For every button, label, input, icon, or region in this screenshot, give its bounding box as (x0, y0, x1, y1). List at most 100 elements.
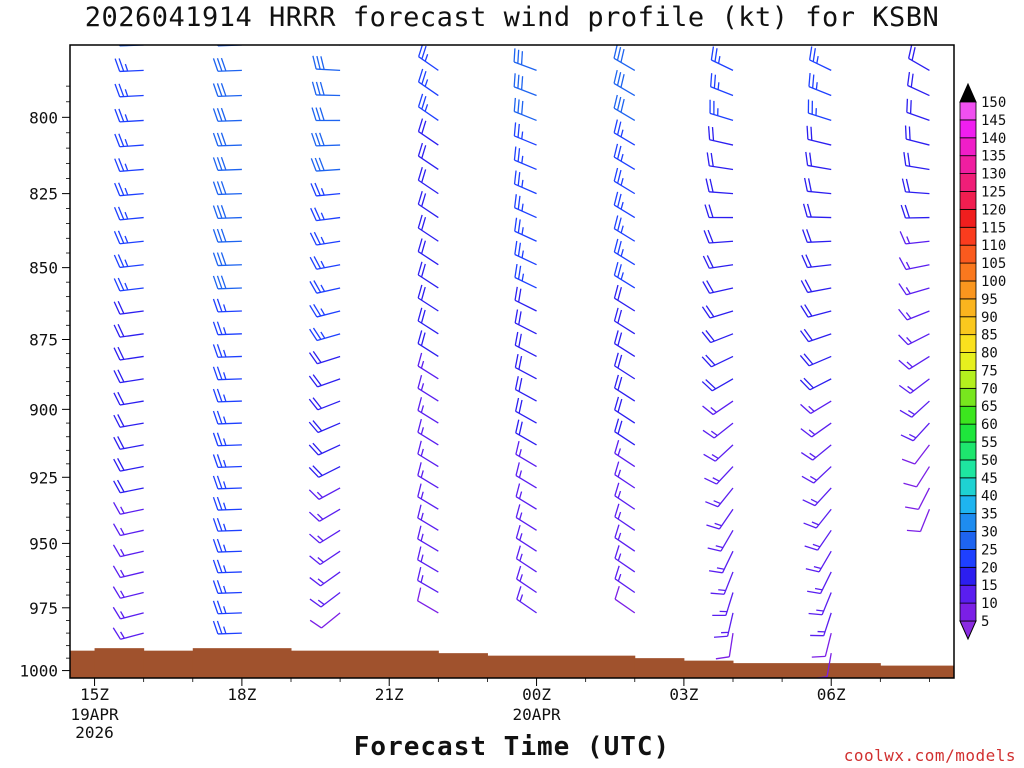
barb-flag (312, 442, 323, 454)
barb-flag (421, 45, 427, 60)
barb-half-flag (120, 506, 125, 514)
barb-flag (117, 300, 125, 314)
barb-flag (118, 45, 121, 47)
barb-flag (515, 483, 521, 497)
barb-flag (317, 30, 320, 43)
barb-flag (308, 421, 319, 433)
barb-flag (212, 132, 219, 147)
wind-barb (702, 280, 734, 294)
barb-staff (119, 216, 144, 221)
colorbar-label: 145 (981, 113, 1006, 129)
barb-flag (613, 261, 619, 276)
barb-flag (614, 440, 620, 454)
wind-barb (808, 72, 832, 97)
wind-barb (702, 422, 734, 439)
barb-half-flag (521, 227, 524, 235)
barb-flag (318, 157, 325, 171)
barb-flag (910, 18, 914, 31)
wind-barb (309, 612, 341, 629)
barb-flag (808, 72, 811, 87)
wind-barb (516, 565, 537, 594)
barb-half-flag (223, 438, 227, 446)
barb-half-flag (424, 54, 429, 62)
barb-flag (803, 177, 808, 192)
barb-flag (617, 332, 623, 346)
wind-barb (212, 298, 242, 313)
barb-half-flag (223, 349, 227, 358)
wind-barb (114, 133, 144, 148)
barb-half-flag (812, 543, 821, 548)
barb-staff (826, 653, 832, 677)
wind-barb (807, 571, 832, 595)
barb-flag (113, 230, 121, 244)
barb-flag (116, 479, 125, 493)
barb-flag (620, 98, 625, 113)
barb-staff (812, 444, 832, 461)
wind-barb (112, 586, 144, 599)
wind-barb (514, 309, 537, 335)
barb-flag (701, 331, 712, 343)
wind-barb (613, 307, 636, 335)
chart-title: 2026041914 HRRR forecast wind profile (k… (84, 2, 940, 33)
barb-flag (417, 330, 423, 344)
barb-flag (517, 219, 521, 233)
wind-barb (310, 157, 341, 172)
wind-barb (114, 58, 144, 73)
wind-barb (112, 565, 144, 579)
barb-flag (113, 324, 121, 338)
barb-flag (417, 118, 424, 132)
barb-flag (706, 280, 715, 293)
wind-barb (308, 420, 341, 434)
colorbar-swatch (959, 352, 977, 371)
terrain-segment (438, 653, 488, 678)
barb-half-flag (124, 259, 129, 267)
barb-half-flag (814, 587, 823, 591)
barb-flag (216, 108, 223, 122)
barb-flag (212, 58, 219, 72)
barb-staff (914, 444, 930, 465)
colorbar-label: 15 (981, 578, 998, 594)
colorbar-swatch (959, 405, 977, 425)
barb-flag (309, 256, 318, 270)
barb-staff (217, 119, 242, 122)
barb-flag (314, 157, 321, 172)
barb-flag (118, 182, 125, 196)
wind-barb (310, 207, 341, 222)
barb-flag (113, 207, 121, 221)
barb-flag (114, 158, 121, 172)
wind-barb (903, 152, 930, 171)
barb-flag (308, 444, 319, 456)
barb-flag (117, 324, 125, 337)
barb-staff (613, 180, 636, 195)
barb-flag (516, 565, 522, 580)
colorbar-swatch (959, 191, 977, 210)
barb-flag (515, 419, 520, 434)
barb-flag (702, 281, 711, 294)
wind-barb (417, 418, 439, 446)
barb-flag (310, 207, 317, 221)
wind-barb (417, 397, 439, 424)
barb-flag (113, 278, 121, 292)
barb-flag (216, 410, 223, 424)
barb-flag (113, 347, 121, 361)
barb-staff (808, 112, 832, 122)
wind-barb (212, 517, 242, 532)
barb-flag (903, 482, 917, 488)
barb-flag (308, 398, 319, 411)
barb-flag (316, 55, 321, 70)
colorbar-label: 85 (981, 328, 998, 344)
barb-flag (617, 193, 622, 208)
wind-barb (113, 479, 144, 494)
barb-flag (212, 252, 219, 266)
wind-barb (800, 279, 832, 294)
wind-barb (515, 419, 537, 446)
barb-half-flag (716, 567, 725, 570)
barb-flag (898, 257, 907, 270)
wind-barb (309, 304, 341, 318)
credit-link[interactable]: coolwx.com/models (843, 746, 1016, 765)
wind-barb (705, 487, 734, 508)
wind-barb (514, 286, 537, 312)
barb-half-flag (519, 533, 523, 541)
wind-barb (308, 442, 341, 456)
wind-barb (614, 545, 636, 573)
